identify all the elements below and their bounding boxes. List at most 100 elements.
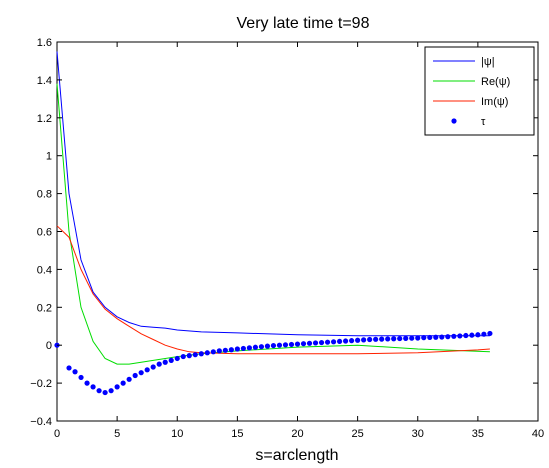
series-line-2 bbox=[56, 225, 490, 355]
tau-point bbox=[355, 337, 361, 343]
tau-point bbox=[379, 336, 385, 342]
tau-point bbox=[336, 338, 343, 345]
tau-point bbox=[264, 343, 271, 349]
x-tick-label: 25 bbox=[352, 428, 364, 440]
tau-point bbox=[445, 334, 451, 340]
x-tick-label: 40 bbox=[532, 428, 544, 440]
y-tick-label: 0.8 bbox=[37, 189, 52, 201]
x-tick-label: 35 bbox=[472, 428, 484, 440]
tau-point bbox=[72, 369, 78, 375]
tau-point bbox=[427, 334, 433, 341]
tau-point bbox=[451, 333, 457, 339]
tau-point bbox=[487, 330, 493, 337]
x-tick-label: 30 bbox=[412, 428, 424, 440]
y-tick-label: 0.4 bbox=[37, 264, 52, 276]
tau-point bbox=[421, 335, 427, 341]
tau-point bbox=[120, 380, 126, 386]
y-tick-label: −0.4 bbox=[30, 416, 52, 428]
x-tick-label: 20 bbox=[291, 428, 303, 440]
tau-point bbox=[318, 339, 325, 346]
tau-point bbox=[373, 336, 379, 342]
x-tick-label: 0 bbox=[54, 428, 60, 440]
tau-point bbox=[96, 388, 102, 394]
tau-point bbox=[90, 384, 96, 390]
tau-point bbox=[361, 337, 367, 343]
tau-point bbox=[282, 342, 289, 348]
legend-label: |ψ| bbox=[481, 56, 495, 68]
y-tick-label: 0.2 bbox=[37, 302, 52, 314]
x-axis-label: s=arclength bbox=[255, 447, 338, 464]
tau-point bbox=[409, 335, 415, 341]
tau-point bbox=[192, 352, 198, 358]
axis-ticks: 0 5 10 15 20 25 30 35 40 −0.4 −0.2 0 0.2 0.4 0.6 0.8 1 1.… bbox=[30, 37, 544, 440]
tau-point bbox=[288, 341, 295, 348]
tau-point bbox=[397, 335, 403, 342]
legend-label: τ bbox=[481, 116, 486, 128]
tau-point bbox=[66, 365, 72, 371]
tau-point bbox=[324, 339, 331, 345]
tau-point bbox=[433, 334, 439, 340]
tau-point bbox=[180, 353, 186, 360]
tau-point bbox=[126, 376, 132, 382]
tau-point bbox=[114, 384, 120, 390]
series-line-1 bbox=[56, 83, 490, 365]
tau-point bbox=[276, 342, 283, 348]
tau-point bbox=[186, 353, 192, 359]
tau-point bbox=[367, 336, 373, 343]
legend-box bbox=[424, 46, 535, 136]
tau-point bbox=[150, 364, 156, 370]
chart-title: Very late time t=98 bbox=[237, 15, 370, 32]
tau-point bbox=[343, 338, 349, 344]
tau-point bbox=[132, 372, 138, 379]
tau-point bbox=[385, 336, 391, 342]
tau-point bbox=[469, 332, 475, 338]
tau-point bbox=[457, 333, 463, 339]
legend-swatch bbox=[451, 118, 457, 124]
tau-point bbox=[403, 335, 409, 341]
tau-point bbox=[84, 380, 90, 386]
tau-point bbox=[168, 357, 174, 363]
tau-point bbox=[246, 345, 252, 351]
tau-point bbox=[204, 350, 210, 356]
tau-point bbox=[138, 370, 144, 376]
y-tick-label: 1.4 bbox=[37, 75, 52, 87]
tau-point bbox=[306, 340, 313, 346]
tau-point bbox=[439, 334, 445, 340]
tau-point bbox=[234, 346, 240, 352]
tau-point bbox=[252, 344, 259, 350]
tau-point bbox=[228, 347, 234, 353]
y-tick-label: 0.6 bbox=[37, 227, 52, 239]
tau-point bbox=[294, 341, 301, 347]
legend-label: Im(ψ) bbox=[481, 96, 508, 108]
y-tick-label: 1.2 bbox=[37, 113, 52, 125]
tau-point bbox=[156, 361, 162, 367]
tau-point bbox=[174, 355, 180, 362]
tau-point bbox=[270, 342, 277, 349]
series-line-0 bbox=[56, 51, 490, 337]
tau-point bbox=[108, 388, 114, 394]
tau-point bbox=[216, 348, 222, 354]
x-tick-label: 10 bbox=[171, 428, 183, 440]
tau-point bbox=[300, 341, 307, 347]
tau-point bbox=[391, 336, 397, 342]
tau-point bbox=[78, 374, 84, 381]
tau-point bbox=[222, 347, 228, 353]
y-tick-label: 1 bbox=[46, 151, 52, 163]
tau-point bbox=[210, 349, 216, 355]
tau-point bbox=[415, 335, 421, 341]
tau-point bbox=[198, 351, 204, 357]
y-tick-label: 1.6 bbox=[37, 37, 52, 49]
y-tick-label: −0.2 bbox=[30, 378, 52, 390]
y-tick-label: 0 bbox=[46, 340, 52, 352]
tau-point bbox=[144, 367, 150, 373]
tau-point bbox=[258, 344, 265, 350]
legend-label: Re(ψ) bbox=[481, 76, 510, 88]
tau-point bbox=[162, 359, 168, 365]
legend: |ψ| Re(ψ) Im(ψ) τ bbox=[424, 46, 535, 136]
tau-point bbox=[240, 345, 246, 352]
tau-point bbox=[330, 339, 337, 345]
tau-point bbox=[312, 340, 319, 346]
tau-point bbox=[102, 389, 108, 396]
tau-point bbox=[481, 331, 487, 337]
